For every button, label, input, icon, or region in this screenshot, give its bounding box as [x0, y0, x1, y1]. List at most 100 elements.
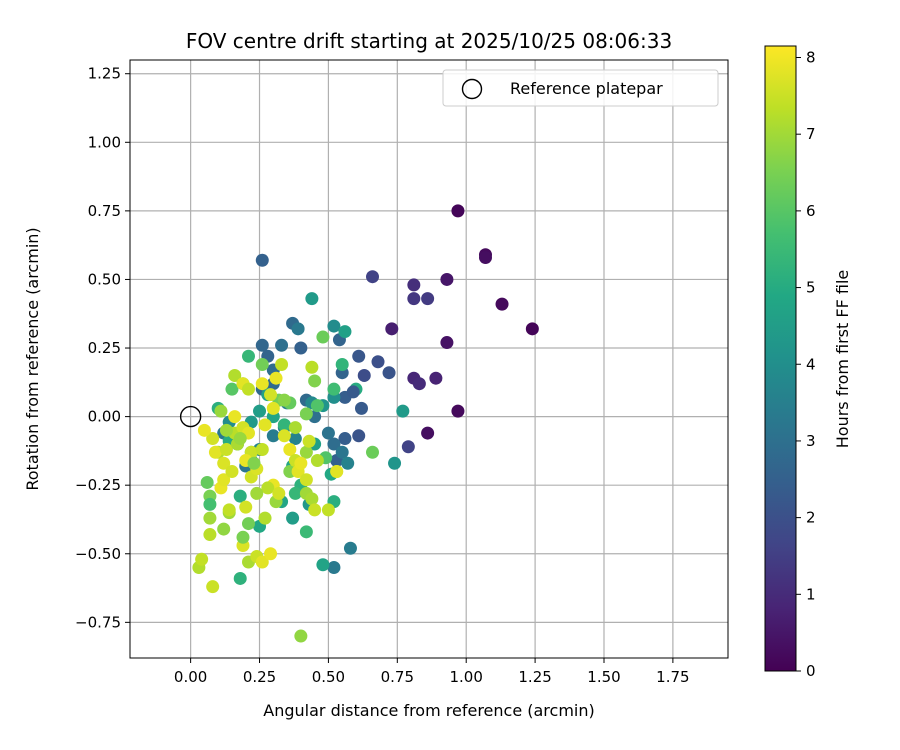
scatter-point	[412, 377, 426, 391]
scatter-point	[327, 319, 341, 333]
scatter-point	[357, 368, 371, 382]
scatter-point	[321, 503, 335, 517]
colorbar: 0 1 2 3 4 5 6 7 8 Hours from first FF file	[764, 45, 852, 680]
scatter-point	[195, 552, 209, 566]
scatter-point	[283, 443, 297, 457]
scatter-point	[286, 511, 300, 525]
scatter-point	[272, 486, 286, 500]
chart-title: FOV centre drift starting at 2025/10/25 …	[186, 29, 672, 53]
colorbar-tick-label: 1	[806, 585, 816, 603]
plot-frame	[129, 59, 729, 659]
scatter-point	[233, 432, 247, 446]
scatter-point	[291, 322, 305, 336]
scatter-point	[327, 437, 341, 451]
y-tick-label: 0.50	[88, 270, 121, 288]
colorbar-label: Hours from first FF file	[833, 270, 852, 449]
scatter-point	[371, 355, 385, 369]
scatter-point	[228, 368, 242, 382]
y-axis-ticks: −0.75 −0.50 −0.25 0.00 0.25 0.50 0.75 1.00 1.25	[75, 65, 130, 631]
scatter-point	[241, 349, 255, 363]
scatter-point	[288, 421, 302, 435]
scatter-point	[288, 432, 302, 446]
scatter-point	[525, 322, 539, 336]
scatter-point	[316, 330, 330, 344]
scatter-point	[255, 357, 269, 371]
scatter-point	[451, 404, 465, 418]
x-tick-label: 1.75	[656, 668, 689, 686]
scatter-point	[250, 486, 264, 500]
y-tick-label: 1.00	[88, 133, 121, 151]
y-tick-label: 0.25	[88, 339, 121, 357]
legend-marker-reference	[461, 78, 483, 100]
scatter-point	[266, 401, 280, 415]
scatter-point	[335, 445, 349, 459]
scatter-point	[206, 580, 220, 594]
scatter-point	[208, 445, 222, 459]
scatter-point	[233, 571, 247, 585]
scatter-point	[255, 443, 269, 457]
scatter-point	[203, 497, 217, 511]
y-axis-label: Rotation from reference (arcmin)	[23, 227, 42, 490]
scatter-point	[352, 349, 366, 363]
colorbar-tick-label: 3	[806, 432, 816, 450]
scatter-point	[294, 341, 308, 355]
x-tick-label: 1.25	[518, 668, 551, 686]
scatter-point	[327, 560, 341, 574]
scatter-point	[219, 443, 233, 457]
scatter-point	[269, 371, 283, 385]
scatter-point	[294, 456, 308, 470]
scatter-point	[299, 525, 313, 539]
colorbar-gradient	[764, 45, 797, 672]
scatter-point	[239, 500, 253, 514]
scatter-point	[330, 464, 344, 478]
scatter-point	[305, 492, 319, 506]
scatter-point	[233, 489, 247, 503]
colorbar-tick-label: 4	[806, 355, 816, 373]
scatter-point	[299, 473, 313, 487]
colorbar-ticks: 0 1 2 3 4 5 6 7 8	[796, 49, 816, 680]
scatter-point	[321, 426, 335, 440]
scatter-point	[440, 336, 454, 350]
scatter-point	[266, 429, 280, 443]
scatter-point	[277, 418, 291, 432]
y-tick-label: −0.50	[75, 545, 121, 563]
scatter-point	[382, 366, 396, 380]
scatter-point	[203, 511, 217, 525]
y-tick-label: 1.25	[88, 65, 121, 83]
y-tick-label: 0.00	[88, 408, 121, 426]
scatter-point	[385, 322, 399, 336]
scatter-point	[214, 404, 228, 418]
scatter-point	[255, 377, 269, 391]
y-tick-label: 0.75	[88, 202, 121, 220]
scatter-point	[225, 382, 239, 396]
scatter-point	[327, 382, 341, 396]
x-tick-label: 0.25	[243, 668, 276, 686]
scatter-point	[228, 410, 242, 424]
colorbar-tick-label: 6	[806, 202, 816, 220]
scatter-point	[341, 456, 355, 470]
scatter-point	[241, 382, 255, 396]
colorbar-tick-label: 5	[806, 279, 816, 297]
scatter-point	[352, 429, 366, 443]
y-tick-label: −0.25	[75, 476, 121, 494]
scatter-point	[396, 404, 410, 418]
scatter-point	[264, 547, 278, 561]
scatter-point	[305, 292, 319, 306]
reference-platepar-marker	[179, 405, 202, 428]
scatter-point	[264, 388, 278, 402]
scatter-point	[299, 445, 313, 459]
scatter-point	[299, 407, 313, 421]
scatter-point	[275, 357, 289, 371]
scatter-point	[354, 401, 368, 415]
scatter-point	[225, 464, 239, 478]
scatter-point	[366, 445, 380, 459]
scatter-point	[294, 629, 308, 643]
scatter-point	[338, 325, 352, 339]
scatter-point	[429, 371, 443, 385]
x-tick-label: 1.00	[449, 668, 482, 686]
scatter-point	[277, 393, 291, 407]
scatter-point	[247, 456, 261, 470]
scatter-point	[310, 399, 324, 413]
scatter-point	[255, 253, 269, 267]
